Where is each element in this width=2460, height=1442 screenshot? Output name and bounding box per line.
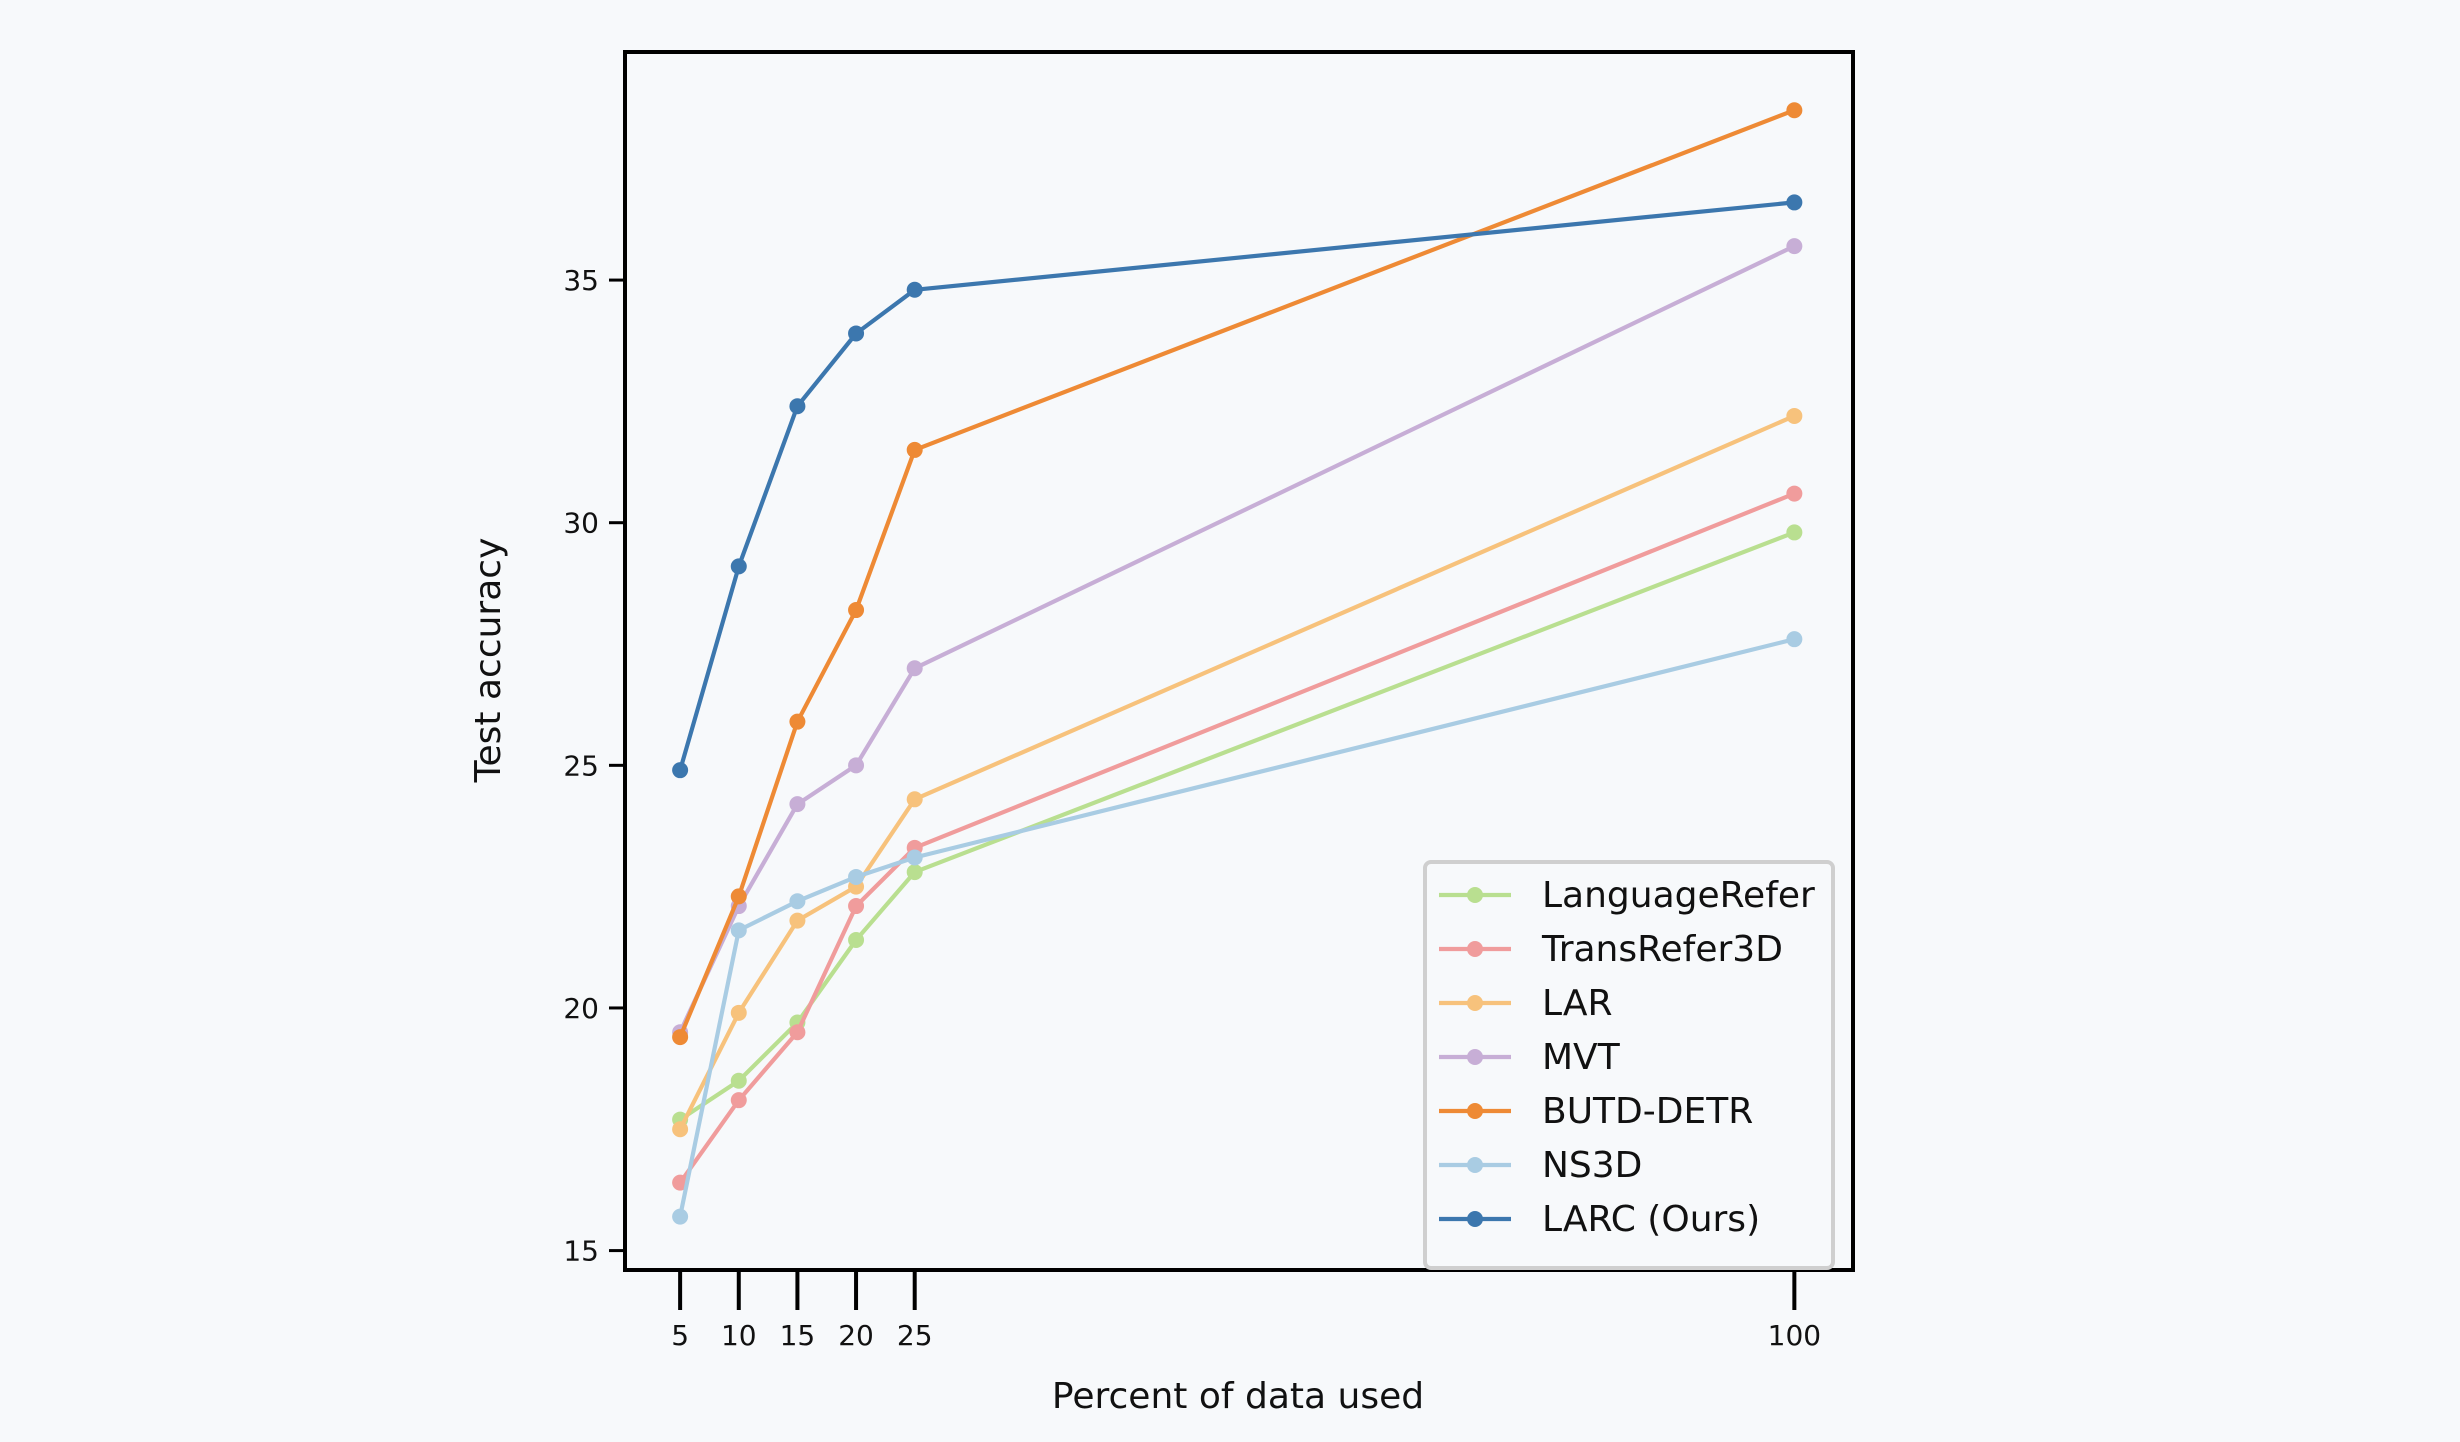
legend-marker xyxy=(1467,1103,1483,1119)
x-tick-label: 10 xyxy=(721,1319,757,1352)
x-axis-label: Percent of data used xyxy=(1052,1376,1424,1417)
series-butd-detr xyxy=(672,102,1803,1046)
legend-item: BUTD-DETR xyxy=(1439,1091,1753,1132)
data-point xyxy=(672,1121,689,1138)
data-point xyxy=(848,757,865,774)
x-tick-label: 5 xyxy=(671,1319,689,1352)
series-line xyxy=(678,413,1796,1131)
data-point xyxy=(906,849,923,866)
data-point xyxy=(789,912,806,929)
legend-box xyxy=(1423,860,1835,1270)
data-point xyxy=(789,713,806,730)
legend-item: LAR xyxy=(1439,983,1613,1024)
legend-label: BUTD-DETR xyxy=(1542,1091,1753,1132)
legend: LanguageRefer TransRefer3D LAR MVT BUTD-DETR… xyxy=(1423,860,1835,1270)
legend-label: LanguageRefer xyxy=(1542,875,1815,916)
series-larc-ours xyxy=(672,194,1803,779)
y-tick-label: 20 xyxy=(563,992,599,1025)
y-axis-label: Test accuracy xyxy=(468,538,509,784)
legend-item: NS3D xyxy=(1439,1145,1642,1186)
legend-marker xyxy=(1467,995,1483,1011)
series-line xyxy=(678,637,1795,1218)
legend-label: NS3D xyxy=(1542,1145,1642,1186)
series-lar xyxy=(672,407,1803,1138)
series-line xyxy=(678,530,1796,1122)
data-point xyxy=(1786,524,1803,541)
legend-marker xyxy=(1467,1049,1483,1065)
data-point xyxy=(906,791,923,808)
legend-marker xyxy=(1467,941,1483,957)
data-point xyxy=(789,796,806,813)
series-line xyxy=(678,491,1796,1184)
data-point xyxy=(848,898,865,915)
data-point xyxy=(1786,238,1803,255)
data-point xyxy=(730,1004,747,1021)
data-point xyxy=(672,1029,689,1046)
data-point xyxy=(906,281,923,298)
data-point xyxy=(789,398,806,415)
legend-item: MVT xyxy=(1439,1037,1621,1078)
data-point xyxy=(1786,407,1803,424)
data-point xyxy=(848,325,865,342)
data-point xyxy=(672,762,689,779)
data-point xyxy=(1786,631,1803,648)
y-tick-label: 30 xyxy=(563,507,599,540)
x-tick-label: 25 xyxy=(897,1319,933,1352)
legend-item: LanguageRefer xyxy=(1439,875,1815,916)
data-point xyxy=(672,1208,689,1225)
data-point xyxy=(848,868,865,885)
series-layer xyxy=(672,102,1803,1225)
data-point xyxy=(848,932,865,949)
legend-label: LARC (Ours) xyxy=(1542,1199,1760,1240)
data-point xyxy=(1786,485,1803,502)
axes-layer: 15 20 25 30 35 5 10 15 20 25 100 xyxy=(563,50,1855,1352)
data-point xyxy=(906,864,923,881)
data-point xyxy=(730,1072,747,1089)
data-point xyxy=(1786,194,1803,211)
x-tick-label: 15 xyxy=(780,1319,816,1352)
legend-marker xyxy=(1467,1157,1483,1173)
data-point xyxy=(730,1092,747,1109)
legend-label: LAR xyxy=(1542,983,1613,1024)
data-point xyxy=(730,922,747,939)
legend-label: MVT xyxy=(1542,1037,1621,1078)
data-point xyxy=(730,888,747,905)
y-tick-label: 15 xyxy=(563,1235,599,1268)
legend-label: TransRefer3D xyxy=(1541,929,1783,970)
data-point xyxy=(848,602,865,619)
series-line xyxy=(678,244,1796,1034)
y-tick-label: 35 xyxy=(563,264,599,297)
legend-marker xyxy=(1467,1211,1483,1227)
legend-marker xyxy=(1467,887,1483,903)
x-tick-label: 20 xyxy=(838,1319,874,1352)
y-tick-label: 25 xyxy=(563,749,599,782)
axes-frame xyxy=(623,50,1855,1272)
series-ns3d xyxy=(672,631,1803,1225)
data-point xyxy=(789,1024,806,1041)
series-line xyxy=(678,200,1795,771)
legend-item: TransRefer3D xyxy=(1439,929,1783,970)
legend-item: LARC (Ours) xyxy=(1439,1199,1760,1240)
data-point xyxy=(730,558,747,575)
data-point xyxy=(789,893,806,910)
series-line xyxy=(678,108,1796,1038)
data-point xyxy=(906,660,923,677)
data-point xyxy=(906,441,923,458)
x-tick-label: 100 xyxy=(1768,1319,1821,1352)
data-point xyxy=(1786,102,1803,119)
